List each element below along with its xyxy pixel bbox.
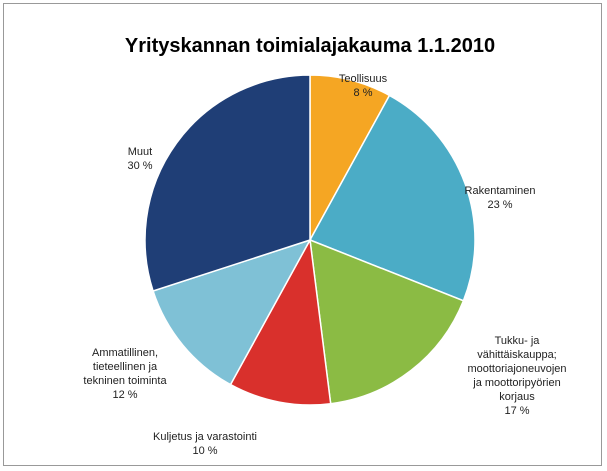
value-label: 23 % bbox=[487, 199, 513, 211]
slice-label: Muut 30 % bbox=[127, 145, 152, 173]
slice-label: Tukku- ja vähittäiskauppa; moottoriajone… bbox=[467, 334, 566, 418]
category-label: Rakentaminen bbox=[464, 185, 536, 197]
pie-slice bbox=[229, 237, 332, 406]
pie-slice bbox=[144, 74, 311, 292]
pie-slice bbox=[308, 94, 476, 302]
value-label: 8 % bbox=[353, 87, 373, 99]
category-label: Kuljetus ja varastointi bbox=[153, 431, 257, 443]
value-label: 30 % bbox=[127, 160, 153, 172]
pie-slice bbox=[309, 238, 465, 405]
pie-slice bbox=[152, 238, 312, 386]
category-label: Teollisuus bbox=[338, 73, 388, 85]
chart-title: Yrityskannan toimialajakauma 1.1.2010 bbox=[125, 35, 495, 57]
chart-frame bbox=[3, 3, 602, 466]
category-label: Ammatillinen, tieteellinen ja tekninen t… bbox=[83, 347, 167, 387]
slice-label: Ammatillinen, tieteellinen ja tekninen t… bbox=[83, 346, 166, 402]
slice-label: Teollisuus 8 % bbox=[339, 72, 387, 100]
value-label: 10 % bbox=[192, 445, 218, 457]
slice-label: Rakentaminen 23 % bbox=[465, 184, 536, 212]
value-label: 12 % bbox=[112, 389, 138, 401]
category-label: Muut bbox=[127, 146, 153, 158]
value-label: 17 % bbox=[504, 405, 530, 417]
slice-label: Kuljetus ja varastointi 10 % bbox=[153, 430, 257, 458]
category-label: Tukku- ja vähittäiskauppa; moottoriajone… bbox=[467, 335, 567, 403]
